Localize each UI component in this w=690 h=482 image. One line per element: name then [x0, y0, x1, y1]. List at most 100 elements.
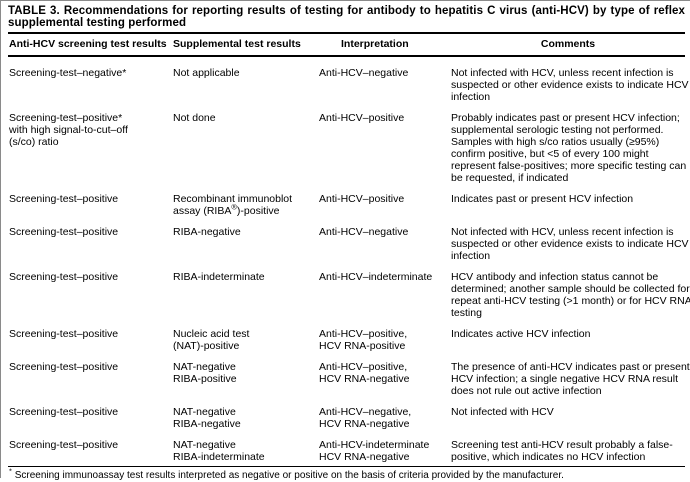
footnote-text: Screening immunoassay test results inter… [11, 469, 564, 481]
cell-line: Anti-HCV–negative [319, 225, 409, 238]
cell-line: Anti-HCV–indeterminate [319, 270, 433, 283]
cell-line: with high signal-to-cut–off [9, 123, 128, 136]
cell-line: HCV RNA-negative [319, 450, 410, 463]
divider-under-title [8, 31, 685, 34]
cell-screening-test-result: Screening-test–positive [9, 328, 173, 352]
cell-line: Recombinant immunoblot [173, 192, 293, 205]
cell-line: Not done [173, 111, 216, 124]
cell-line: RIBA-indeterminate [173, 450, 265, 463]
divider-under-header [8, 54, 685, 57]
footnote-marker: * [9, 466, 12, 476]
cell-line: HCV antibody and infection status cannot… [451, 270, 659, 283]
cell-line: Screening-test–positive [9, 270, 119, 283]
cell-line: confirm positive, but <5 of every 100 mi… [451, 147, 649, 160]
table-row: Screening-test–negative* Not applicable An… [8, 57, 689, 103]
cell-line: Samples with high s/co ratios usually (≥… [451, 135, 660, 148]
cell-line: Screening-test–positive [9, 360, 119, 373]
cell-comments: Probably indicates past or present HCV i… [451, 112, 686, 184]
cell-line: Nucleic acid test [173, 327, 250, 340]
cell-line: Anti-HCV–positive, [319, 360, 408, 373]
cell-supplemental-test-result: RIBA-negative [173, 226, 319, 262]
cell-line: testing [451, 306, 482, 319]
registered-trademark-symbol: ® [231, 202, 237, 212]
footnote: * Screening immunoassay test results int… [8, 467, 685, 482]
cell-line: RIBA-positive [173, 372, 237, 385]
cell-supplemental-test-result: NAT-negative RIBA-indeterminate [173, 439, 319, 463]
cell-interpretation: Anti-HCV–negative [319, 67, 451, 103]
cell-line: repeat anti-HCV testing (>1 month) or fo… [451, 294, 690, 307]
cell-line: The presence of anti-HCV indicates past … [451, 360, 690, 373]
cell-screening-test-result: Screening-test–positive [9, 439, 173, 463]
cell-comments: Indicates active HCV infection [451, 328, 685, 352]
table-row: Screening-test–positive* with high signal… [8, 103, 686, 184]
cell-supplemental-test-result: Recombinant immunoblot assay (RIBA®)-posi… [173, 193, 319, 217]
cell-supplemental-test-result: Not done [173, 112, 319, 184]
cell-line: Indicates past or present HCV infection [451, 192, 634, 205]
cell-line: NAT-negative [173, 438, 236, 451]
cell-line: Probably indicates past or present HCV i… [451, 111, 680, 124]
cell-line: Screening-test–positive [9, 327, 119, 340]
cell-interpretation: Anti-HCV-indeterminate HCV RNA-negative [319, 439, 451, 463]
cell-line: Not infected with HCV, unless recent inf… [451, 66, 674, 79]
cell-line: represent false-positives; more specific… [451, 159, 687, 172]
cell-comments: HCV antibody and infection status cannot… [451, 271, 690, 319]
table-row: Screening-test–positive Nucleic acid test… [8, 319, 685, 352]
table-header-row: Anti-HCV screening test results Suppleme… [8, 34, 685, 53]
cell-line: (NAT)-positive [173, 339, 240, 352]
cell-interpretation: Anti-HCV–positive, HCV RNA-negative [319, 361, 451, 397]
cell-line: Anti-HCV–positive [319, 111, 405, 124]
table-row: Screening-test–positive RIBA-indeterminat… [8, 262, 690, 319]
cell-line: Screening-test–positive [9, 192, 119, 205]
cell-line: RIBA-indeterminate [173, 270, 265, 283]
table-title-line1: TABLE 3. Recommendations for reporting r… [8, 5, 685, 17]
column-header-interpretation: Interpretation [341, 37, 409, 50]
cell-line: Screening-test–positive [9, 405, 119, 418]
table-row: Screening-test–positive NAT-negative RIBA-… [8, 352, 690, 397]
cell-line: (s/co) ratio [9, 135, 59, 148]
cell-line: assay (RIBA®)-positive [173, 202, 280, 217]
cell-line: RIBA-negative [173, 417, 241, 430]
cell-comments: Not infected with HCV [451, 406, 685, 430]
cell-screening-test-result: Screening-test–negative* [9, 67, 173, 103]
cell-screening-test-result: Screening-test–positive [9, 193, 173, 217]
table-row: Screening-test–positive NAT-negative RIBA-… [8, 430, 685, 463]
cell-line: Screening-test–negative* [9, 66, 127, 79]
cell-line: determined; another sample should be col… [451, 282, 690, 295]
cell-screening-test-result: Screening-test–positive [9, 406, 173, 430]
cell-line: supplemental serologic testing not perfo… [451, 123, 664, 136]
cell-line: suspected or other evidence exists to in… [451, 237, 689, 250]
cell-line: Anti-HCV–negative, [319, 405, 412, 418]
cell-line: Screening-test–positive [9, 225, 119, 238]
table-body: Screening-test–negative* Not applicable An… [8, 57, 690, 463]
column-header-supplemental-results: Supplemental test results [173, 37, 301, 50]
cell-line: Anti-HCV–negative [319, 66, 409, 79]
column-header-screening-results: Anti-HCV screening test results [9, 37, 167, 50]
cell-supplemental-test-result: RIBA-indeterminate [173, 271, 319, 319]
cell-line: NAT-negative [173, 360, 236, 373]
cell-line: positive, which indicates no HCV infecti… [451, 450, 646, 463]
cell-line: Screening test anti-HCV result probably … [451, 438, 673, 451]
cell-comments: Not infected with HCV, unless recent inf… [451, 226, 689, 262]
cell-supplemental-test-result: Nucleic acid test (NAT)-positive [173, 328, 319, 352]
cell-line: HCV RNA-positive [319, 339, 406, 352]
table-row: Screening-test–positive Recombinant immun… [8, 184, 685, 217]
cell-interpretation: Anti-HCV–negative, HCV RNA-negative [319, 406, 451, 430]
cell-line: Screening-test–positive* [9, 111, 123, 124]
cell-comments: Not infected with HCV, unless recent inf… [451, 67, 689, 103]
cell-line: infection [451, 90, 491, 103]
table-row: Screening-test–positive NAT-negative RIBA-… [8, 397, 685, 430]
table-title: TABLE 3. Recommendations for reporting r… [8, 5, 685, 30]
cell-line: Anti-HCV–positive [319, 192, 405, 205]
cell-line: be requested, if indicated [451, 171, 569, 184]
cell-interpretation: Anti-HCV–positive [319, 193, 451, 217]
cell-line: Screening-test–positive [9, 438, 119, 451]
cell-screening-test-result: Screening-test–positive [9, 226, 173, 262]
cell-supplemental-test-result: Not applicable [173, 67, 319, 103]
cell-supplemental-test-result: NAT-negative RIBA-negative [173, 406, 319, 430]
cell-line: Not infected with HCV, unless recent inf… [451, 225, 674, 238]
table-row: Screening-test–positive RIBA-negative Anti… [8, 217, 689, 262]
cell-line: Anti-HCV-indeterminate [319, 438, 430, 451]
cell-line: HCV infection; a single negative HCV RNA… [451, 372, 679, 385]
cell-line: Indicates active HCV infection [451, 327, 591, 340]
cell-comments: Screening test anti-HCV result probably … [451, 439, 685, 463]
